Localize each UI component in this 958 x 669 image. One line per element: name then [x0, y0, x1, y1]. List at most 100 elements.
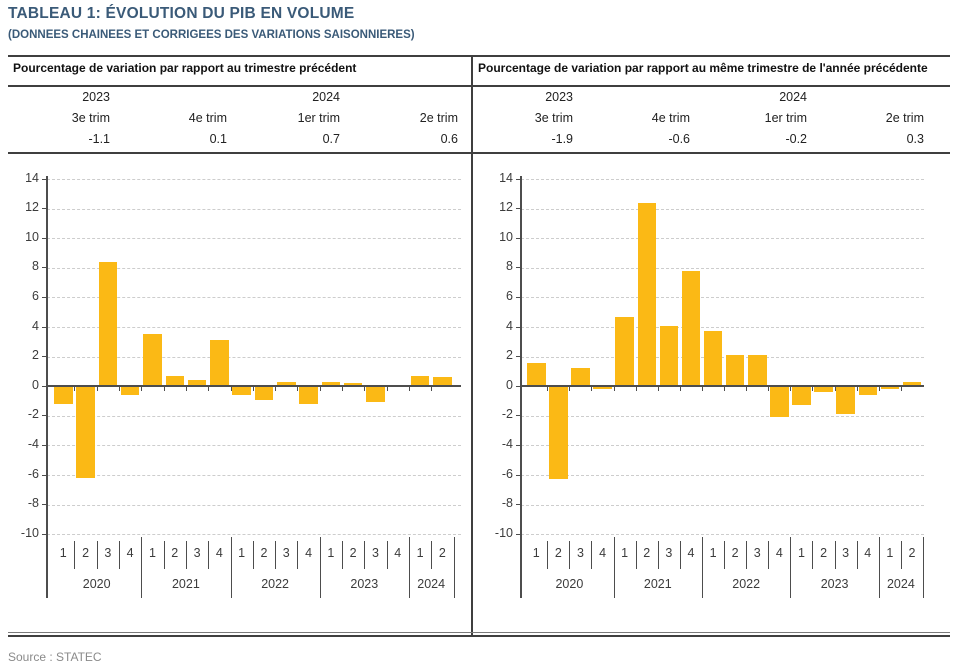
y-axis-tick	[516, 474, 521, 476]
bar	[725, 355, 745, 387]
quarter-separator	[74, 541, 76, 569]
gridline	[521, 534, 924, 536]
y-axis-tick	[42, 237, 47, 239]
bar	[410, 375, 430, 387]
gridline	[47, 179, 461, 180]
quarter-label: 2	[438, 546, 446, 560]
y-axis-label: 4	[32, 318, 39, 333]
quarter-label: 2	[349, 546, 357, 560]
quarter-label: 4	[775, 546, 783, 560]
bar	[770, 386, 789, 418]
y-axis-tick	[42, 326, 47, 328]
y-axis-label: -4	[501, 436, 513, 451]
x-axis-tick	[834, 387, 836, 392]
value-cell: -1.9	[551, 132, 573, 146]
y-axis-tick	[516, 267, 521, 269]
header-bottom-border	[8, 85, 950, 87]
quarter-separator	[900, 541, 902, 569]
quarter-separator	[591, 541, 593, 569]
bar	[637, 202, 656, 387]
page-subtitle: (DONNEES CHAINEES ET CORRIGEES DES VARIA…	[8, 29, 415, 41]
year-separator	[453, 537, 455, 598]
y-axis-tick	[516, 296, 521, 298]
quarter-separator	[569, 541, 571, 569]
quarter-label: 2	[171, 546, 179, 560]
y-axis-label: -6	[501, 466, 513, 481]
year-separator	[613, 537, 615, 598]
year-separator	[790, 537, 792, 598]
gridline	[47, 475, 461, 476]
bar	[703, 331, 723, 387]
x-axis-tick	[900, 387, 902, 392]
y-axis-tick	[516, 356, 521, 358]
quarter-cell: 3e trim	[71, 111, 110, 125]
y-axis-tick	[42, 533, 47, 535]
bar	[232, 386, 251, 396]
bar	[858, 386, 877, 396]
x-axis-tick	[408, 387, 410, 392]
year-label: 2021	[171, 577, 200, 591]
value-cell: 0.7	[322, 132, 340, 146]
quarter-label: 1	[59, 546, 67, 560]
year-label: 2022	[261, 577, 289, 591]
y-axis-label: -4	[27, 436, 39, 451]
y-axis-label: -8	[501, 496, 513, 511]
quarter-label: 1	[238, 546, 246, 560]
year-cell: 2023	[545, 90, 573, 104]
quarter-label: 3	[576, 546, 584, 560]
y-axis-label: 10	[25, 229, 39, 244]
y-axis-label: 14	[25, 170, 39, 185]
x-axis-tick	[96, 387, 98, 392]
zero-axis-line	[47, 385, 461, 388]
year-separator	[878, 537, 880, 598]
quarter-separator	[342, 541, 343, 569]
y-axis-label: 2	[506, 348, 513, 363]
y-axis-label: 0	[506, 377, 513, 392]
quarter-label: 1	[886, 546, 894, 560]
value-cell: 0.1	[209, 132, 227, 146]
quarter-label: 3	[842, 546, 850, 560]
y-axis-tick	[516, 444, 521, 446]
quarter-label: 3	[193, 546, 201, 560]
quarter-label: 1	[532, 546, 540, 560]
quarter-separator	[768, 541, 770, 569]
quarter-separator	[679, 541, 681, 569]
left-panel-header: Pourcentage de variation par rapport au …	[13, 61, 357, 75]
y-axis-label: -2	[27, 407, 39, 422]
quarter-label: 4	[687, 546, 695, 560]
y-axis-tick	[42, 415, 47, 417]
bar	[836, 386, 855, 415]
y-axis-label: -10	[20, 525, 39, 540]
bar	[254, 386, 274, 400]
x-axis-tick	[342, 387, 343, 392]
quarter-label: 3	[104, 546, 112, 560]
x-axis-tick	[878, 387, 880, 392]
gridline	[521, 208, 924, 210]
x-axis-tick	[613, 387, 615, 392]
x-axis-tick	[74, 387, 76, 392]
x-axis-tick	[297, 387, 299, 392]
gridline	[521, 475, 924, 476]
table-bottom-border	[8, 635, 950, 637]
bar	[54, 386, 73, 404]
bar	[98, 261, 118, 387]
y-axis-label: -8	[27, 496, 39, 511]
quarter-separator	[163, 541, 165, 569]
x-axis-tick	[386, 387, 388, 392]
y-axis-tick	[516, 208, 521, 210]
bar	[433, 377, 452, 387]
y-axis-tick	[42, 356, 47, 358]
x-axis-tick	[141, 387, 143, 392]
y-axis-label: 6	[32, 288, 39, 303]
quarter-label: 4	[394, 546, 402, 560]
x-axis-tick	[319, 387, 321, 392]
bar	[277, 381, 296, 387]
x-axis-tick	[185, 387, 187, 392]
year-separator	[141, 537, 143, 598]
quarter-label: 1	[709, 546, 717, 560]
year-separator	[922, 537, 924, 598]
gridline	[521, 445, 924, 447]
table-top-border	[8, 55, 950, 57]
y-axis-tick	[42, 385, 47, 387]
